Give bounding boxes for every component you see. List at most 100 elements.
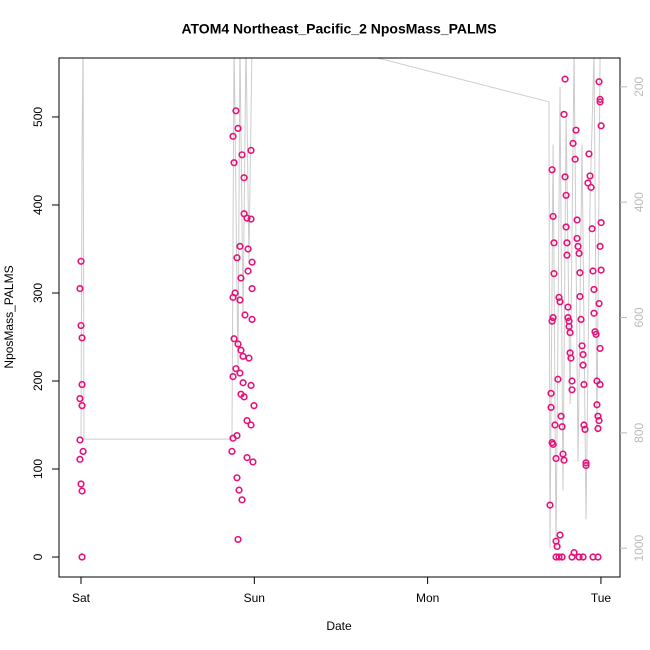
data-point (229, 293, 237, 301)
data-point (77, 257, 85, 265)
data-point (547, 403, 555, 412)
chart-title: ATOM4 Northeast_Pacific_2 NposMass_PALMS (181, 21, 496, 37)
data-point (76, 436, 84, 444)
data-point (564, 303, 572, 311)
data-point (250, 402, 258, 410)
data-point (574, 242, 582, 250)
data-point (579, 350, 587, 359)
data-point (562, 223, 570, 231)
y-tick-label: 400 (31, 195, 45, 215)
y-tick-label: 100 (31, 459, 45, 479)
data-point (233, 474, 241, 482)
y2-tick-label: 800 (632, 423, 646, 443)
data-point (78, 402, 86, 410)
y-tick-label: 200 (31, 371, 45, 391)
data-point (78, 553, 86, 561)
data-point (230, 335, 238, 343)
data-point (595, 417, 603, 425)
data-point (580, 421, 588, 429)
data-point (587, 183, 595, 191)
data-point (595, 299, 603, 308)
data-point (248, 284, 256, 293)
data-point (76, 395, 84, 403)
data-point (552, 454, 560, 463)
data-point (236, 242, 244, 250)
data-point (596, 242, 604, 250)
data-point (556, 298, 564, 306)
data-point (576, 269, 584, 277)
data-line (80, 58, 601, 549)
data-point (590, 309, 598, 317)
y-tick-label: 0 (31, 553, 45, 560)
data-point (564, 314, 572, 322)
data-point (597, 218, 605, 227)
data-point (248, 315, 256, 323)
data-point (582, 461, 590, 470)
data-point (550, 270, 558, 278)
data-point (560, 110, 568, 118)
data-point (573, 234, 581, 243)
data-point (573, 216, 581, 224)
data-point (594, 424, 602, 433)
data-point (593, 401, 601, 409)
data-point (247, 381, 255, 390)
data-point (582, 459, 590, 467)
data-point (76, 284, 84, 293)
data-point (594, 553, 602, 561)
data-point (547, 389, 555, 397)
data-point (595, 78, 603, 86)
data-point (238, 151, 246, 159)
x-tick-label: Mon (416, 591, 439, 605)
data-point (76, 455, 84, 463)
data-point (566, 328, 574, 337)
data-point (78, 380, 86, 389)
data-point (556, 531, 564, 539)
data-point (245, 354, 253, 362)
y2-tick-label: 1000 (632, 534, 646, 561)
data-point (77, 321, 85, 330)
data-point (581, 425, 589, 434)
data-point (232, 365, 240, 373)
data-point (229, 132, 237, 140)
data-point (228, 447, 236, 456)
data-point (230, 159, 238, 167)
data-point (589, 267, 597, 275)
data-point (568, 386, 576, 394)
data-point (585, 150, 593, 158)
data-point (570, 549, 578, 557)
data-point (549, 314, 557, 322)
x-tick-label: Sun (244, 591, 265, 605)
data-point (236, 369, 244, 377)
data-point (229, 434, 237, 442)
data-point (596, 380, 604, 389)
data-point (560, 456, 568, 464)
data-point (239, 379, 247, 387)
data-point (241, 311, 249, 319)
data-point (234, 340, 242, 348)
data-point (555, 553, 563, 561)
data-point (558, 553, 566, 561)
data-point (247, 421, 255, 429)
data-point (243, 453, 251, 462)
data-point (549, 212, 557, 221)
y-tick-label: 500 (31, 107, 45, 127)
data-point (247, 146, 255, 155)
data-point (575, 249, 583, 257)
data-point (548, 317, 556, 325)
data-point (563, 239, 571, 247)
data-point (550, 239, 558, 247)
data-point (243, 417, 251, 425)
data-point (597, 122, 605, 130)
line-layer (80, 58, 601, 549)
data-point (78, 334, 86, 342)
data-point (237, 346, 245, 354)
data-point (594, 412, 602, 420)
data-point (233, 254, 241, 262)
data-point (590, 285, 598, 294)
data-point (562, 191, 570, 199)
plot-frame (58, 57, 621, 578)
data-point (557, 412, 565, 420)
data-point (578, 342, 586, 350)
data-point (577, 315, 585, 323)
